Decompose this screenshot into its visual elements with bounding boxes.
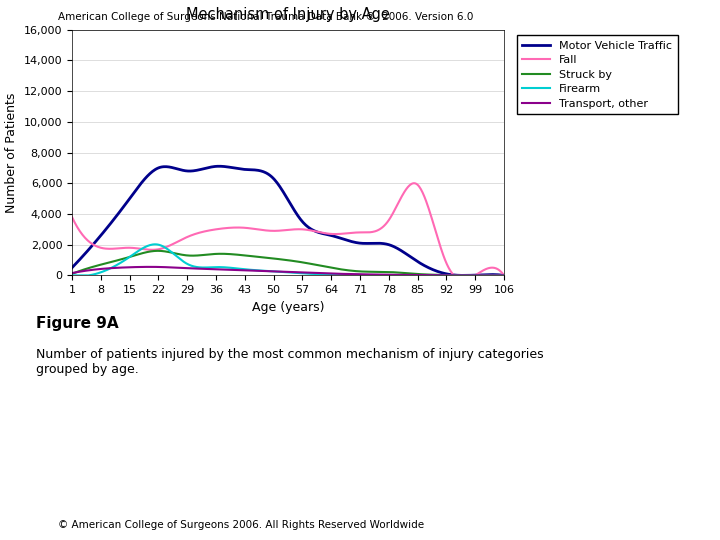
Transport, other — [68, 270, 76, 276]
Transport, other — [302, 269, 311, 276]
Motor Vehicle Traffic — [325, 232, 334, 239]
Struck by — [153, 247, 162, 254]
Firearm — [327, 271, 336, 278]
Line: Motor Vehicle Traffic: Motor Vehicle Traffic — [72, 166, 504, 275]
Transport, other — [274, 268, 282, 275]
Struck by — [325, 264, 334, 271]
Line: Transport, other: Transport, other — [72, 267, 504, 275]
Motor Vehicle Traffic — [423, 264, 431, 270]
Firearm — [150, 241, 159, 247]
Fall — [273, 227, 282, 234]
Line: Struck by: Struck by — [72, 251, 504, 275]
Motor Vehicle Traffic — [457, 272, 466, 279]
Title: Mechanism of Injury by Age: Mechanism of Injury by Age — [186, 6, 390, 22]
Fall — [423, 200, 431, 207]
Fall — [276, 227, 284, 234]
Text: Number of patients injured by the most common mechanism of injury categories
gro: Number of patients injured by the most c… — [36, 348, 544, 376]
Struck by — [276, 256, 285, 262]
Struck by — [481, 272, 490, 279]
Firearm — [277, 269, 286, 275]
Transport, other — [325, 271, 334, 277]
Motor Vehicle Traffic — [215, 163, 223, 170]
Motor Vehicle Traffic — [276, 185, 285, 191]
Firearm — [423, 272, 432, 279]
Fall — [325, 231, 333, 237]
Fall — [450, 272, 459, 279]
Motor Vehicle Traffic — [500, 272, 508, 279]
Line: Firearm: Firearm — [72, 244, 504, 275]
Line: Fall: Fall — [72, 183, 504, 275]
Transport, other — [145, 264, 154, 270]
Transport, other — [276, 268, 285, 275]
Fall — [410, 180, 418, 186]
Firearm — [68, 272, 76, 278]
Struck by — [491, 272, 500, 279]
Fall — [68, 214, 76, 220]
Firearm — [500, 272, 508, 279]
Fall — [302, 226, 310, 233]
Legend: Motor Vehicle Traffic, Fall, Struck by, Firearm, Transport, other: Motor Vehicle Traffic, Fall, Struck by, … — [517, 35, 678, 114]
Fall — [500, 272, 508, 279]
Motor Vehicle Traffic — [68, 265, 76, 271]
Motor Vehicle Traffic — [302, 222, 311, 229]
Motor Vehicle Traffic — [491, 272, 500, 278]
Transport, other — [423, 272, 431, 279]
X-axis label: Age (years): Age (years) — [252, 301, 324, 314]
Transport, other — [500, 272, 508, 279]
Struck by — [274, 256, 282, 262]
Fall — [491, 265, 500, 272]
Firearm — [491, 272, 500, 279]
Transport, other — [490, 272, 499, 279]
Firearm — [274, 268, 283, 275]
Struck by — [423, 271, 431, 278]
Struck by — [500, 272, 508, 279]
Struck by — [68, 271, 76, 277]
Firearm — [71, 272, 79, 279]
Text: American College of Surgeons National Trauma Data Bank ®  2006. Version 6.0: American College of Surgeons National Tr… — [58, 12, 473, 23]
Text: Figure 9A: Figure 9A — [36, 316, 119, 331]
Firearm — [303, 271, 312, 277]
Motor Vehicle Traffic — [274, 181, 282, 187]
Text: © American College of Surgeons 2006. All Rights Reserved Worldwide: © American College of Surgeons 2006. All… — [58, 520, 424, 530]
Struck by — [302, 260, 311, 266]
Y-axis label: Number of Patients: Number of Patients — [5, 92, 18, 213]
